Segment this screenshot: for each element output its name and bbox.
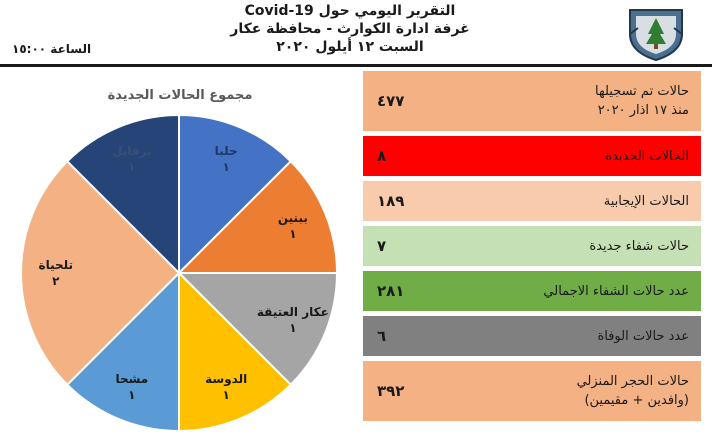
stat-label-line: حالات شفاء جديدة bbox=[589, 238, 689, 254]
stat-label-line: عدد حالات الوفاة bbox=[597, 328, 689, 344]
report-header: التقرير اليومي حول Covid-19 غرفة ادارة ا… bbox=[190, 2, 510, 56]
slice-value: ١ bbox=[289, 227, 296, 241]
stat-label: حالات الحجر المنزلي (وافدين + مقيمين) bbox=[449, 361, 689, 421]
report-time: الساعة ١٥:٠٠ bbox=[12, 42, 92, 56]
stat-row: عدد حالات الشفاء الاجمالي ٢٨١ bbox=[363, 271, 701, 311]
stat-label-line: (وافدين + مقيمين) bbox=[584, 393, 689, 408]
pie-slice bbox=[65, 270, 180, 433]
slice-value: ٢ bbox=[52, 274, 60, 288]
army-shield-logo bbox=[624, 4, 688, 62]
stats-table: حالات تم تسجيلها منذ ١٧ اذار ٢٠٢٠ ٤٧٧ الحال… bbox=[363, 71, 701, 426]
stat-label-line: حالات تم تسجيلها bbox=[595, 84, 689, 99]
chart-title: مجموع الحالات الجديدة bbox=[107, 88, 253, 103]
stat-label: الحالات الإيجابية bbox=[449, 181, 689, 221]
stat-value: ٧ bbox=[377, 237, 387, 255]
stat-label: عدد حالات الشفاء الاجمالي bbox=[449, 271, 689, 311]
slice-value: ١ bbox=[289, 321, 296, 335]
stat-label-line: حالات الحجر المنزلي bbox=[576, 374, 689, 389]
stat-label-line: الحالات الجديدة bbox=[605, 148, 689, 164]
stat-row: الحالات الإيجابية ١٨٩ bbox=[363, 181, 701, 221]
stat-label: حالات شفاء جديدة bbox=[449, 226, 689, 266]
stat-value: ٣٩٢ bbox=[377, 382, 405, 400]
slice-value: ١ bbox=[128, 388, 135, 402]
stat-value: ٨ bbox=[377, 147, 387, 165]
report-title: التقرير اليومي حول Covid-19 bbox=[244, 3, 456, 19]
slice-value: ١ bbox=[222, 388, 229, 402]
stat-row: حالات تم تسجيلها منذ ١٧ اذار ٢٠٢٠ ٤٧٧ bbox=[363, 71, 701, 131]
stat-value: ٢٨١ bbox=[377, 282, 405, 300]
stat-row: عدد حالات الوفاة ٦ bbox=[363, 316, 701, 356]
report-date: السبت ١٢ أيلول ٢٠٢٠ bbox=[276, 39, 424, 55]
report-subtitle: غرفة ادارة الكوارث - محافظة عكار bbox=[230, 21, 470, 37]
stat-label: حالات تم تسجيلها منذ ١٧ اذار ٢٠٢٠ bbox=[449, 71, 689, 131]
pie-slice bbox=[176, 272, 339, 387]
stat-value: ١٨٩ bbox=[377, 192, 405, 210]
slice-value: ١ bbox=[222, 160, 229, 174]
pie-slice bbox=[65, 113, 180, 276]
slice-label: برقايل bbox=[112, 144, 152, 158]
army-shield-icon bbox=[629, 9, 683, 62]
slice-label: مشحا bbox=[115, 372, 148, 386]
stat-value: ٦ bbox=[377, 327, 387, 345]
stat-label-line: منذ ١٧ اذار ٢٠٢٠ bbox=[597, 103, 689, 118]
pie-slice bbox=[20, 159, 181, 387]
slice-label: الدوسة bbox=[205, 372, 247, 387]
slice-label: تلحياة bbox=[38, 258, 73, 272]
slice-label: حلبا bbox=[215, 144, 238, 158]
stat-row: حالات الحجر المنزلي (وافدين + مقيمين) ٣٩٢ bbox=[363, 361, 701, 421]
header-divider bbox=[0, 64, 712, 67]
pie-slice bbox=[178, 113, 293, 276]
stat-label-line: الحالات الإيجابية bbox=[603, 193, 689, 209]
slice-value: ١ bbox=[128, 160, 135, 174]
slice-label: ببنين bbox=[278, 211, 308, 225]
stat-label-line: عدد حالات الشفاء الاجمالي bbox=[543, 283, 689, 299]
stat-label: الحالات الجديدة bbox=[449, 136, 689, 176]
stat-label: عدد حالات الوفاة bbox=[449, 316, 689, 356]
stat-row: حالات شفاء جديدة ٧ bbox=[363, 226, 701, 266]
stat-value: ٤٧٧ bbox=[377, 92, 405, 110]
pie-slice bbox=[178, 270, 293, 433]
slice-label: عكار العتيقة bbox=[257, 305, 329, 319]
pie-slice bbox=[176, 159, 339, 274]
stat-row: الحالات الجديدة ٨ bbox=[363, 136, 701, 176]
